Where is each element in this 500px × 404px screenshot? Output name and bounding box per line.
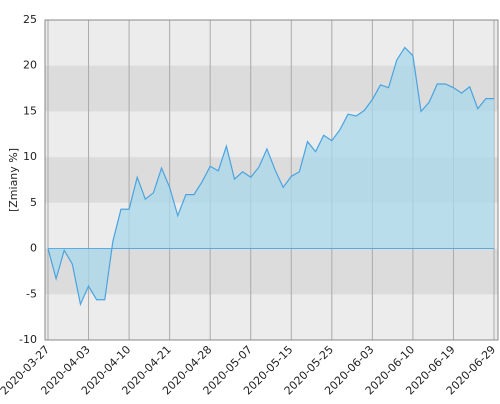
y-tick-label: 0 xyxy=(30,242,37,255)
line xyxy=(47,46,494,307)
y-tick-label: -5 xyxy=(26,287,37,300)
y-tick-label: -10 xyxy=(19,333,37,346)
grid-band xyxy=(45,294,498,340)
y-tick-label: 25 xyxy=(23,13,37,26)
grid-band xyxy=(45,20,498,66)
y-tick-label: 20 xyxy=(23,59,37,72)
y-tick-label: 10 xyxy=(23,150,37,163)
plot-border xyxy=(44,19,499,341)
y-axis-label: [Zmiany %] xyxy=(7,148,20,212)
y-tick-label: 5 xyxy=(30,196,37,209)
y-tick-label: 15 xyxy=(23,104,37,117)
grid-band xyxy=(45,65,498,112)
area xyxy=(48,47,494,305)
grid-band xyxy=(45,248,498,295)
